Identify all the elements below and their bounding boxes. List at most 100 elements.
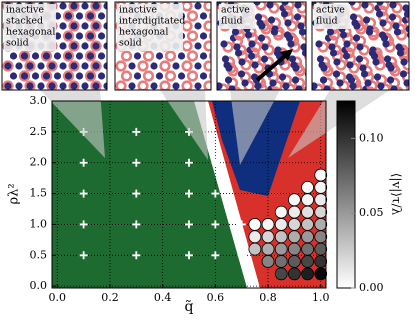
disk <box>410 52 415 59</box>
disk <box>333 58 341 66</box>
disk <box>199 52 208 60</box>
disk <box>53 52 62 60</box>
disk <box>365 28 374 36</box>
disk <box>70 42 78 50</box>
disk <box>199 12 208 20</box>
disk <box>356 43 364 51</box>
disk <box>355 55 364 63</box>
disk <box>319 76 328 84</box>
active-point <box>314 218 328 231</box>
active-point <box>287 193 301 207</box>
disk <box>316 55 325 63</box>
ring <box>84 30 97 42</box>
disk <box>231 28 240 36</box>
disk <box>103 62 107 70</box>
inset-label: solid <box>119 38 142 49</box>
disk <box>379 19 387 27</box>
active-point <box>274 242 288 256</box>
colorbar <box>336 100 356 289</box>
inset-label: inactive <box>119 5 157 16</box>
ring <box>325 86 337 90</box>
ring <box>2 80 14 90</box>
inactive-point <box>237 220 246 229</box>
disk <box>81 22 89 30</box>
ring <box>269 86 281 90</box>
disk <box>31 72 40 80</box>
plot-frame <box>51 100 327 289</box>
disk <box>75 52 84 60</box>
ring <box>115 60 127 72</box>
disk <box>86 12 95 20</box>
disk <box>390 85 398 90</box>
disk <box>359 64 367 72</box>
ring <box>18 50 31 62</box>
disk <box>26 62 34 70</box>
y-label: ρλ² <box>7 183 22 204</box>
disk <box>258 22 266 30</box>
y-tick-label: 2.0 <box>30 156 48 169</box>
inset-label: fluid <box>221 16 243 27</box>
inset-frame <box>216 1 307 91</box>
disk <box>194 62 202 70</box>
disk <box>97 52 106 60</box>
active-point <box>301 218 314 231</box>
y-tick-label: 0.0 <box>30 279 48 292</box>
ring <box>2 60 14 72</box>
active-point <box>274 267 288 281</box>
inset-label: inactive <box>6 5 44 16</box>
wedges <box>40 90 390 165</box>
disk <box>64 12 73 20</box>
disk <box>281 2 289 6</box>
ring <box>24 60 36 72</box>
ring <box>115 80 127 90</box>
disk <box>270 28 279 36</box>
disk <box>233 43 241 51</box>
active-point <box>274 255 288 268</box>
disk <box>287 40 295 48</box>
disk <box>9 52 18 60</box>
disk <box>133 52 142 60</box>
label-box <box>117 4 183 51</box>
disk <box>298 28 306 36</box>
ring <box>40 70 53 82</box>
disk <box>294 2 302 9</box>
disk <box>343 40 351 48</box>
disk <box>380 34 389 42</box>
ring <box>84 70 97 82</box>
inset-label: fluid <box>316 16 338 27</box>
ring <box>62 30 75 42</box>
ring <box>137 60 149 72</box>
disk <box>97 32 106 40</box>
disk <box>225 64 233 72</box>
disk <box>75 72 84 80</box>
disk <box>362 16 371 24</box>
disk <box>128 82 136 90</box>
disk <box>221 55 230 63</box>
inactive-point <box>185 189 193 198</box>
ring <box>181 60 193 72</box>
inset-label: solid <box>6 38 29 49</box>
ring <box>62 50 75 62</box>
active-point <box>314 205 328 219</box>
active-point <box>314 267 328 281</box>
ring <box>90 80 102 90</box>
colorbar-label: ⟨|v|⟩τ/λ <box>390 173 404 216</box>
y-tick-label: 2.5 <box>30 125 48 138</box>
disk <box>403 10 409 18</box>
disk <box>241 79 249 87</box>
disk <box>336 79 344 87</box>
disk <box>315 40 323 48</box>
ring <box>137 80 149 90</box>
inactive-point <box>211 158 220 167</box>
ring <box>90 20 102 32</box>
inset-label: hexagonal <box>6 27 55 38</box>
disk <box>81 62 89 70</box>
inactive-point <box>132 158 141 167</box>
ring <box>68 20 80 32</box>
ring <box>142 70 155 82</box>
arrow-head <box>280 49 293 61</box>
disk <box>194 2 202 10</box>
ring <box>90 2 102 12</box>
disk <box>97 12 106 20</box>
